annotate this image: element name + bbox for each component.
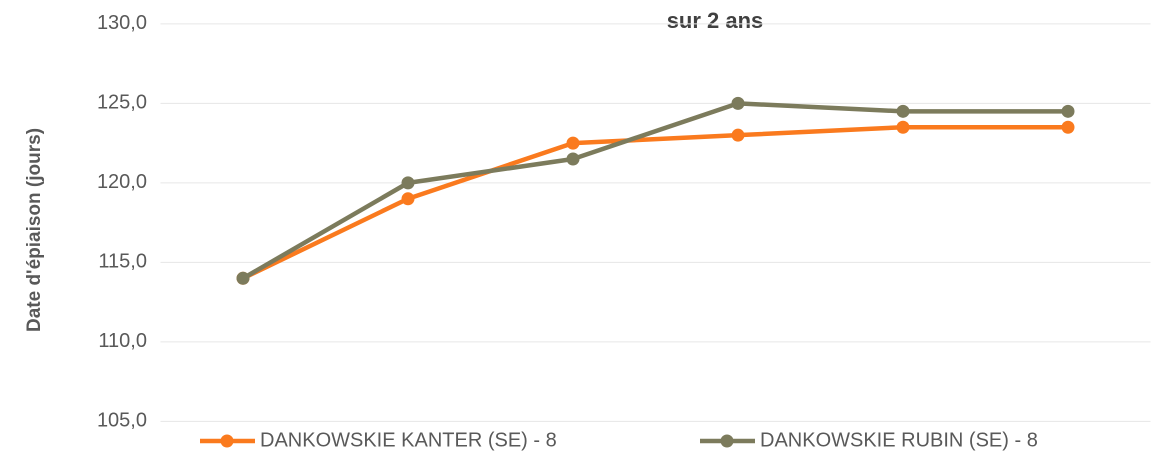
y-tick-label: 130,0: [97, 12, 147, 34]
legend-label: DANKOWSKIE KANTER (SE) - 8: [260, 429, 557, 451]
data-point: [1061, 120, 1075, 134]
y-tick-label: 110,0: [98, 330, 147, 352]
y-tick-label: 125,0: [97, 92, 147, 114]
data-point: [566, 152, 580, 166]
series-line: [242, 124, 1068, 281]
data-point: [896, 120, 910, 134]
data-point: [401, 176, 415, 190]
data-point: [731, 96, 745, 110]
y-tick-label: 120,0: [97, 171, 147, 193]
legend-marker: [220, 434, 234, 448]
data-point: [896, 104, 910, 118]
data-point: [236, 271, 250, 285]
legend-marker: [720, 434, 734, 448]
data-point: [566, 136, 580, 150]
legend-label: DANKOWSKIE RUBIN (SE) - 8: [760, 429, 1038, 451]
chart-title: sur 2 ans: [667, 8, 764, 33]
series-line: [241, 101, 1068, 281]
data-point: [401, 192, 415, 206]
y-axis-label: Date d'épiaison (jours): [24, 128, 45, 332]
data-point: [731, 128, 745, 142]
data-point: [1061, 104, 1075, 118]
y-tick-label: 115,0: [98, 251, 147, 273]
y-tick-label: 105,0: [97, 410, 147, 432]
